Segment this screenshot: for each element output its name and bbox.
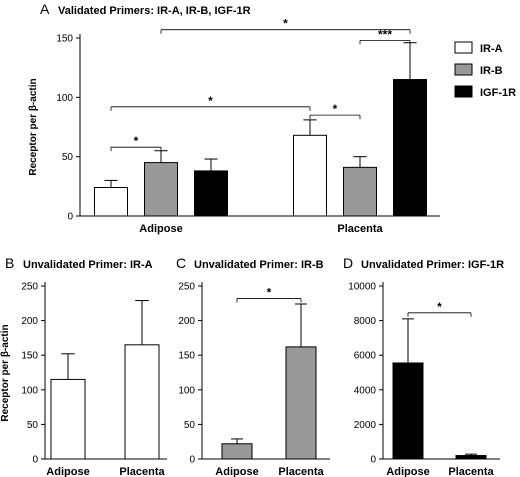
y-tick-label: 200 [178,316,195,327]
legend-swatch [454,63,473,76]
panel-title: Unvalidated Primer: IR-B [194,259,324,271]
y-tick-label: 10000 [348,282,376,293]
x-category-label: Adipose [46,466,89,477]
x-category-label: Placenta [278,466,324,477]
bar [285,346,317,460]
y-tick-label: 150 [56,34,73,45]
bar [221,443,253,460]
y-tick-label: 100 [21,385,38,396]
significance-marker: * [333,102,338,116]
panel-letter: D [343,255,353,271]
panel-letter: B [5,255,14,271]
y-tick-label: 50 [27,420,39,431]
y-tick-label: 2000 [354,420,377,431]
y-tick-label: 150 [21,351,38,362]
legend-swatch [454,85,473,98]
y-tick-label: 100 [178,385,195,396]
y-tick-label: 250 [21,282,38,293]
bar [194,170,228,217]
panel-title: Unvalidated Primer: IGF-1R [361,259,504,271]
y-tick-label: 150 [178,351,195,362]
legend-swatch [454,41,473,54]
y-axis-label: Receptor per β-actin [28,78,39,175]
y-tick-label: 50 [184,420,196,431]
y-tick-label: 0 [189,455,195,466]
bar [392,362,424,460]
legend-label: IR-B [480,65,503,77]
significance-marker: * [437,300,442,314]
bar [455,455,487,460]
significance-marker: * [134,134,139,148]
x-category-label: Adipose [215,466,258,477]
x-category-label: Adipose [386,466,429,477]
bar [144,162,178,217]
y-tick-label: 0 [67,212,73,223]
bar [124,344,160,460]
x-category-label: Adipose [139,223,182,235]
panel-title: Validated Primers: IR-A, IR-B, IGF-1R [58,5,251,17]
y-tick-label: 50 [62,152,74,163]
y-tick-label: 250 [178,282,195,293]
significance-marker: * [208,94,213,108]
panel-letter: A [40,1,50,17]
bar [94,187,128,217]
legend-label: IGF-1R [480,87,516,99]
y-tick-label: 0 [370,455,376,466]
y-tick-label: 100 [56,93,73,104]
significance-marker: *** [378,27,392,41]
legend-label: IR-A [480,43,503,55]
y-axis-label: Receptor per β-actin [0,324,11,421]
x-category-label: Placenta [337,223,383,235]
significance-marker: * [267,285,272,299]
y-tick-label: 200 [21,316,38,327]
panel-title: Unvalidated Primer: IR-A [23,259,153,271]
bar [343,166,377,217]
y-tick-label: 6000 [354,351,377,362]
bar [293,134,327,217]
y-tick-label: 4000 [354,385,377,396]
x-category-label: Placenta [448,466,494,477]
x-category-label: Placenta [119,466,165,477]
bar [393,79,427,217]
y-tick-label: 8000 [354,316,377,327]
y-tick-label: 0 [32,455,38,466]
significance-marker: * [283,17,288,31]
panel-letter: C [176,255,186,271]
bar [50,378,86,460]
